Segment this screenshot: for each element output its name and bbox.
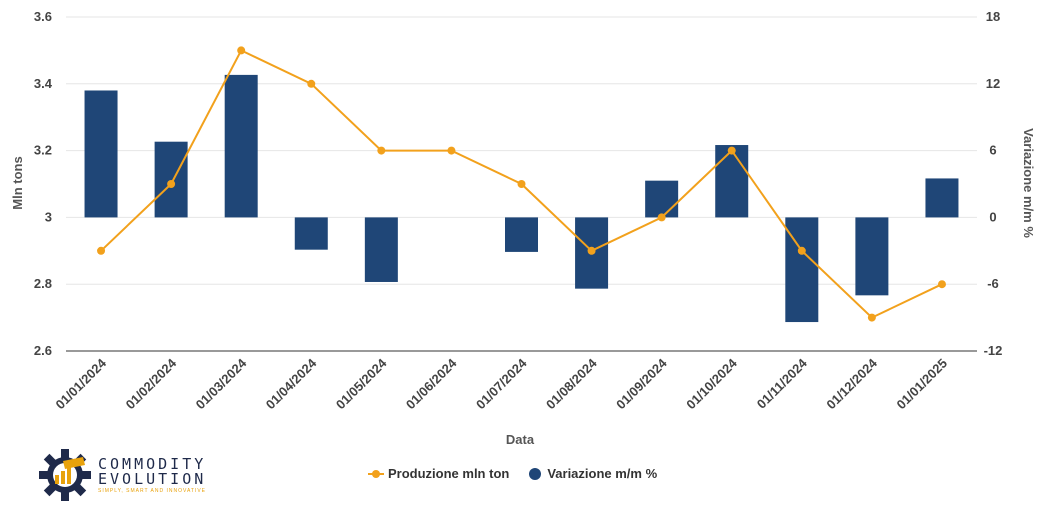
logo-name-line1: COMMODITY [98, 454, 207, 473]
legend-item-production[interactable]: Produzione mln ton [368, 466, 509, 481]
brand-logo: COMMODITY EVOLUTION SIMPLY, SMART AND IN… [38, 448, 206, 502]
line-point [97, 246, 106, 255]
bar [84, 90, 118, 218]
y-tick-label: 2.6 [34, 343, 52, 358]
bar [154, 141, 188, 218]
x-tick-label: 01/08/2024 [543, 355, 600, 412]
x-tick-label: 01/01/2024 [53, 355, 110, 412]
line-point [237, 46, 246, 55]
x-tick-label: 01/02/2024 [123, 355, 180, 412]
x-axis-title: Data [506, 432, 535, 447]
y-tick-label: 3 [45, 209, 52, 224]
line-point [377, 146, 386, 155]
line-point [797, 246, 806, 255]
bar [364, 217, 398, 282]
y-tick-label: 2.8 [34, 276, 52, 291]
bar-series-swatch [529, 467, 542, 480]
y2-tick-label: 0 [989, 209, 996, 224]
gear-logo-icon [39, 449, 91, 501]
x-tick-label: 01/12/2024 [823, 355, 880, 412]
x-tick-label: 01/06/2024 [403, 355, 460, 412]
bar [715, 145, 749, 218]
bar [645, 180, 679, 218]
bar [505, 217, 538, 252]
line-point [517, 180, 526, 188]
bar [294, 217, 328, 250]
y-axis-title: Mln tons [10, 156, 25, 209]
y2-tick-label: 6 [989, 143, 996, 158]
x-tick-label: 01/09/2024 [613, 355, 670, 412]
y-tick-label: 3.2 [34, 143, 52, 158]
legend-label-production: Produzione mln ton [388, 466, 510, 481]
line-point [587, 246, 596, 255]
legend-label-variation: Variazione m/m % [547, 466, 658, 481]
line-point [937, 280, 946, 289]
x-tick-label: 01/10/2024 [683, 355, 740, 412]
line-point [657, 213, 666, 222]
line-point [307, 79, 316, 88]
bar [224, 74, 258, 218]
chart-legend: Produzione mln ton Variazione m/m % [368, 466, 677, 481]
x-tick-label: 01/11/2024 [754, 355, 811, 412]
x-tick-label: 01/01/2025 [893, 356, 950, 413]
x-tick-label: 01/07/2024 [473, 355, 530, 412]
y-tick-label: 3.6 [34, 9, 52, 24]
line-point [447, 146, 456, 155]
x-tick-label: 01/05/2024 [333, 355, 390, 412]
line-point [867, 313, 876, 322]
legend-item-variation[interactable]: Variazione m/m % [529, 466, 657, 481]
y2-tick-label: 12 [986, 76, 1000, 91]
line-series-swatch [368, 469, 384, 478]
line-point [727, 146, 736, 155]
line-point [167, 180, 176, 188]
bar [855, 217, 889, 296]
y2-tick-label: 18 [986, 9, 1000, 24]
bar [925, 178, 959, 218]
x-tick-label: 01/03/2024 [193, 355, 250, 412]
y2-tick-label: -12 [984, 343, 1003, 358]
y-tick-label: 3.4 [34, 76, 53, 91]
logo-tagline: SIMPLY, SMART AND INNOVATIVE [98, 487, 207, 494]
logo-name-line2: EVOLUTION [98, 469, 207, 488]
y2-tick-label: -6 [987, 276, 999, 291]
y2-axis-title: Variazione m/m % [1021, 128, 1036, 238]
x-tick-label: 01/04/2024 [263, 355, 320, 412]
